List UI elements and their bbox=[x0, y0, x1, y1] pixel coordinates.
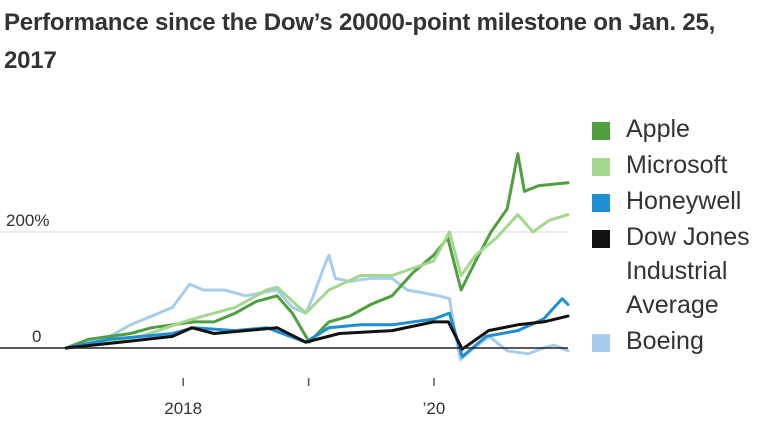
axes: 0 200% 2018 ’20 bbox=[0, 211, 568, 418]
legend-item: Boeing bbox=[592, 324, 768, 358]
legend-label: Dow Jones Industrial Average bbox=[626, 223, 750, 319]
series-lines bbox=[64, 152, 570, 362]
series-line-boeing bbox=[64, 253, 570, 362]
legend-swatch bbox=[592, 158, 610, 176]
legend-item: Dow Jones Industrial Average bbox=[592, 220, 768, 322]
legend: Apple Microsoft Honeywell Dow Jones Industr… bbox=[592, 112, 768, 360]
y-tick-label-0: 0 bbox=[32, 327, 41, 346]
legend-label: Boeing bbox=[626, 327, 704, 355]
legend-swatch bbox=[592, 334, 610, 352]
y-tick-label-200: 200% bbox=[6, 211, 49, 230]
legend-label: Apple bbox=[626, 115, 690, 143]
chart-title: Performance since the Dow’s 20000-point … bbox=[4, 9, 716, 74]
x-tick-label-2: ’20 bbox=[423, 399, 446, 418]
series-line-microsoft bbox=[64, 213, 570, 350]
legend-item: Honeywell bbox=[592, 184, 768, 218]
series-line-dow-jones-industrial-average bbox=[64, 314, 570, 351]
legend-swatch bbox=[592, 194, 610, 212]
legend-label: Microsoft bbox=[626, 151, 728, 179]
legend-swatch bbox=[592, 230, 610, 248]
legend-swatch bbox=[592, 122, 610, 140]
legend-item: Microsoft bbox=[592, 148, 768, 182]
legend-label: Honeywell bbox=[626, 187, 742, 215]
series-line-apple bbox=[64, 152, 570, 350]
x-tick-label-0: 2018 bbox=[164, 399, 202, 418]
legend-item: Apple bbox=[592, 112, 768, 146]
